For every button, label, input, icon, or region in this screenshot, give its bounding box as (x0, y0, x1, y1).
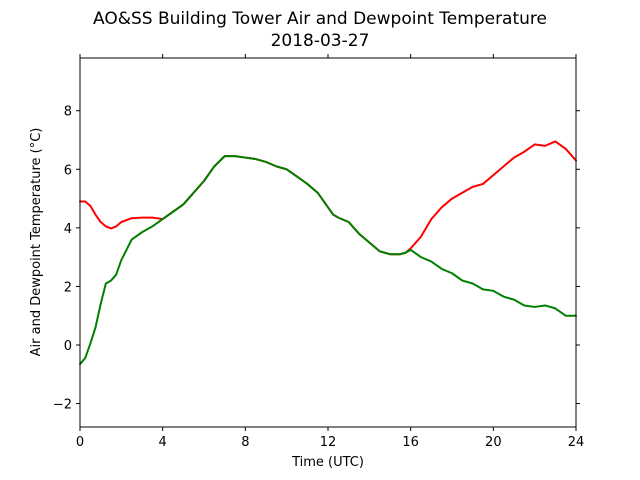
plot-background (80, 58, 576, 427)
chart-subtitle: 2018-03-27 (271, 31, 370, 51)
series-layer (79, 140, 577, 366)
x-tick-label: 20 (485, 435, 502, 450)
y-axis-label: Air and Dewpoint Temperature (°C) (29, 128, 44, 357)
y-tick-label: 2 (64, 280, 72, 295)
x-tick-label: 8 (241, 435, 249, 450)
y-tick-label: 4 (64, 222, 72, 237)
x-tick-label: 4 (159, 435, 167, 450)
plot-area (80, 58, 576, 427)
x-tick-label: 16 (402, 435, 419, 450)
y-tick-label: −2 (53, 398, 72, 413)
x-axis-label: Time (UTC) (291, 455, 364, 470)
chart-title: AO&SS Building Tower Air and Dewpoint Te… (93, 9, 547, 29)
x-tick-label: 24 (568, 435, 585, 450)
x-tick-label: 12 (320, 435, 337, 450)
x-tick-label: 0 (76, 435, 84, 450)
series-line-2 (79, 155, 577, 366)
y-tick-label: 8 (64, 105, 72, 120)
y-tick-label: 0 (64, 339, 72, 354)
y-tick-label: 6 (64, 163, 72, 178)
